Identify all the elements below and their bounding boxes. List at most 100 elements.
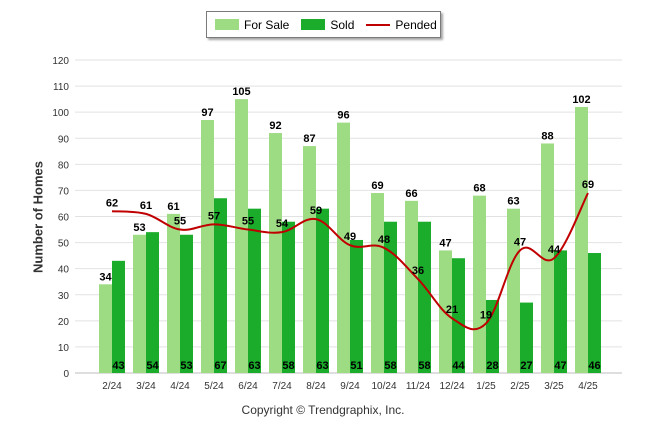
- for-sale-data-label: 61: [167, 201, 179, 213]
- for-sale-bar: [235, 99, 248, 373]
- pended-data-label: 59: [310, 205, 322, 217]
- sold-bar: [146, 232, 159, 373]
- for-sale-bar: [303, 146, 316, 373]
- x-tick-label: 6/24: [238, 381, 258, 392]
- x-tick-label: 3/24: [136, 381, 156, 392]
- for-sale-bar: [133, 234, 146, 373]
- legend: For Sale Sold Pended: [206, 11, 441, 38]
- x-tick-label: 7/24: [272, 381, 292, 392]
- sold-data-label: 58: [418, 360, 430, 372]
- for-sale-data-label: 47: [439, 237, 451, 249]
- for-sale-data-label: 63: [507, 196, 519, 208]
- for-sale-data-label: 68: [473, 183, 485, 195]
- pended-data-label: 44: [548, 244, 561, 256]
- y-tick-label: 100: [52, 108, 69, 119]
- legend-label-for-sale: For Sale: [244, 17, 290, 32]
- legend-label-sold: Sold: [330, 17, 355, 32]
- pended-data-label: 55: [174, 216, 186, 228]
- legend-item-sold: Sold: [301, 18, 354, 32]
- pended-data-label: 57: [208, 210, 220, 222]
- for-sale-bar: [99, 284, 112, 373]
- y-tick-label: 30: [58, 291, 70, 302]
- x-tick-label: 12/24: [439, 381, 464, 392]
- sold-data-label: 51: [350, 360, 362, 372]
- y-tick-label: 40: [58, 265, 70, 276]
- x-tick-label: 9/24: [340, 381, 360, 392]
- x-tick-label: 5/24: [204, 381, 224, 392]
- pended-line-swatch: [366, 23, 391, 26]
- y-tick-label: 60: [58, 213, 70, 224]
- legend-item-pended: Pended: [366, 18, 437, 32]
- x-tick-label: 2/25: [510, 381, 530, 392]
- y-tick-label: 50: [58, 239, 70, 250]
- sold-data-label: 28: [486, 360, 498, 372]
- pended-line: [111, 192, 589, 331]
- for-sale-bar: [507, 208, 520, 373]
- y-tick-label: 10: [58, 343, 70, 354]
- for-sale-data-label: 105: [232, 86, 250, 98]
- x-tick-label: 11/24: [406, 381, 431, 392]
- pended-data-label: 21: [446, 304, 458, 316]
- y-tick-label: 80: [58, 160, 70, 171]
- sold-data-label: 63: [316, 360, 328, 372]
- sold-data-label: 58: [282, 360, 294, 372]
- sold-data-label: 27: [520, 360, 532, 372]
- sold-data-label: 44: [452, 360, 465, 372]
- for-sale-bar: [269, 133, 282, 373]
- sold-data-label: 46: [588, 360, 600, 372]
- sold-bar: [180, 234, 193, 373]
- for-sale-bar: [473, 195, 486, 373]
- sold-data-label: 54: [146, 360, 159, 372]
- pended-data-label: 55: [242, 216, 254, 228]
- sold-bar: [588, 253, 601, 373]
- for-sale-swatch: [215, 19, 239, 30]
- y-tick-label: 0: [63, 369, 69, 380]
- sold-data-label: 53: [180, 360, 192, 372]
- pended-data-label: 62: [106, 197, 118, 209]
- pended-data-label: 54: [276, 218, 289, 230]
- y-tick-label: 120: [52, 56, 69, 67]
- sold-bar: [554, 250, 567, 373]
- legend-item-for-sale: For Sale: [215, 18, 289, 32]
- for-sale-bar: [201, 119, 214, 373]
- sold-bar: [248, 208, 261, 373]
- sold-bar: [282, 221, 295, 373]
- for-sale-bar: [541, 143, 554, 373]
- for-sale-bar: [167, 213, 180, 373]
- for-sale-data-label: 69: [371, 180, 383, 192]
- x-tick-label: 8/24: [306, 381, 326, 392]
- sold-data-label: 58: [384, 360, 396, 372]
- pended-data-label: 47: [514, 236, 526, 248]
- x-tick-label: 4/25: [578, 381, 598, 392]
- sold-bar: [112, 260, 125, 373]
- x-tick-label: 10/24: [371, 381, 396, 392]
- sold-data-label: 47: [554, 360, 566, 372]
- x-tick-label: 2/24: [102, 381, 122, 392]
- for-sale-data-label: 53: [133, 222, 145, 234]
- y-tick-label: 20: [58, 317, 70, 328]
- for-sale-data-label: 97: [201, 107, 213, 119]
- for-sale-data-label: 87: [303, 133, 315, 145]
- y-tick-label: 90: [58, 134, 70, 145]
- for-sale-bar: [575, 106, 588, 373]
- copyright-text: Copyright © Trendgraphix, Inc.: [241, 403, 405, 417]
- pended-data-label: 49: [344, 231, 356, 243]
- for-sale-bar: [337, 122, 350, 373]
- pended-data-label: 36: [412, 265, 424, 277]
- sold-data-label: 67: [214, 360, 226, 372]
- sold-swatch: [301, 19, 326, 30]
- for-sale-data-label: 66: [405, 188, 417, 200]
- sold-bar: [384, 221, 397, 373]
- for-sale-data-label: 88: [541, 130, 553, 142]
- sold-bar: [418, 221, 431, 373]
- sold-bar: [520, 302, 533, 373]
- pended-data-label: 69: [582, 179, 594, 191]
- for-sale-bar: [405, 200, 418, 373]
- x-tick-label: 1/25: [476, 381, 496, 392]
- sold-bar: [350, 239, 363, 373]
- for-sale-data-label: 92: [269, 120, 281, 132]
- sold-data-label: 63: [248, 360, 260, 372]
- sold-bar: [214, 198, 227, 373]
- sold-data-label: 43: [112, 360, 124, 372]
